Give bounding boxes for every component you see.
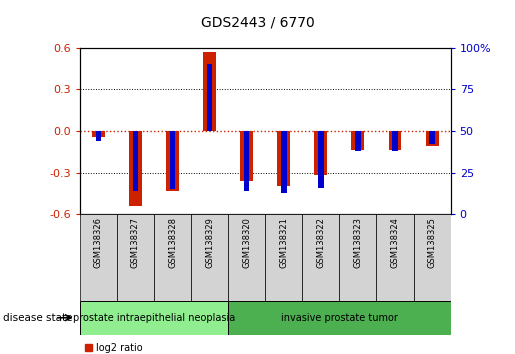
Bar: [430, 131, 435, 144]
Bar: [96, 131, 101, 141]
Bar: [281, 131, 286, 193]
Bar: [392, 131, 398, 151]
Bar: [376, 214, 414, 301]
Text: invasive prostate tumor: invasive prostate tumor: [281, 313, 398, 323]
Bar: [228, 214, 265, 301]
Bar: [191, 214, 228, 301]
Bar: [170, 131, 175, 189]
Text: GSM138320: GSM138320: [242, 217, 251, 268]
Bar: [129, 131, 142, 206]
Bar: [92, 131, 105, 137]
Bar: [425, 131, 439, 146]
Bar: [244, 131, 249, 191]
Bar: [228, 301, 451, 335]
Bar: [318, 131, 323, 188]
Bar: [117, 214, 154, 301]
Bar: [314, 131, 328, 175]
Text: GSM138329: GSM138329: [205, 217, 214, 268]
Bar: [351, 131, 365, 150]
Text: GSM138322: GSM138322: [316, 217, 325, 268]
Bar: [207, 64, 212, 131]
Text: disease state: disease state: [3, 313, 72, 323]
Text: GSM138321: GSM138321: [279, 217, 288, 268]
Bar: [80, 214, 117, 301]
Bar: [133, 131, 138, 191]
Bar: [339, 214, 376, 301]
Bar: [388, 131, 402, 150]
Bar: [414, 214, 451, 301]
Text: GSM138323: GSM138323: [353, 217, 363, 268]
Bar: [277, 131, 290, 187]
Text: GSM138326: GSM138326: [94, 217, 103, 268]
Legend: log2 ratio, percentile rank within the sample: log2 ratio, percentile rank within the s…: [84, 343, 261, 354]
Bar: [302, 214, 339, 301]
Bar: [203, 52, 216, 131]
Text: GSM138325: GSM138325: [427, 217, 437, 268]
Bar: [355, 131, 360, 151]
Text: GDS2443 / 6770: GDS2443 / 6770: [201, 16, 314, 30]
Bar: [154, 214, 191, 301]
Bar: [265, 214, 302, 301]
Text: GSM138327: GSM138327: [131, 217, 140, 268]
Text: GSM138324: GSM138324: [390, 217, 400, 268]
Text: prostate intraepithelial neoplasia: prostate intraepithelial neoplasia: [73, 313, 235, 323]
Bar: [80, 301, 228, 335]
Bar: [240, 131, 253, 181]
Text: GSM138328: GSM138328: [168, 217, 177, 268]
Bar: [166, 131, 179, 190]
